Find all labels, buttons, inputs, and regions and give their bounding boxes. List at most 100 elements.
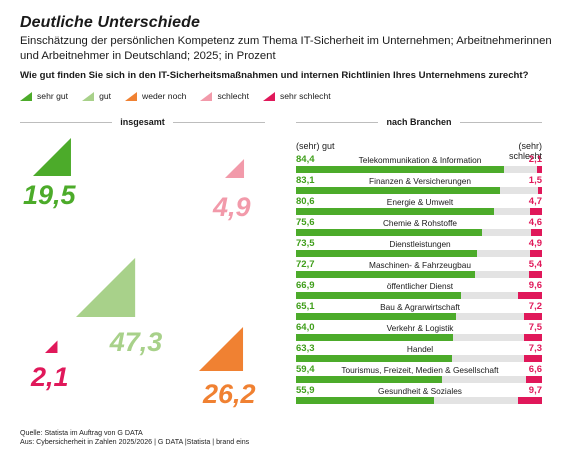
branch-bad-bar	[518, 292, 542, 299]
branch-bad-value: 9,7	[528, 385, 542, 396]
branch-row: 66,9 öffentlicher Dienst 9,6	[296, 280, 542, 301]
branch-good-value: 65,1	[296, 301, 315, 312]
branch-bad-bar	[518, 397, 542, 404]
branch-label: Gesundheit & Soziales	[378, 386, 462, 396]
source-line-2: Aus: Cybersicherheit in Zahlen 2025/2026…	[20, 438, 250, 447]
branch-good-bar	[296, 292, 461, 299]
branch-bar-track	[296, 355, 542, 362]
overall-value-label-2: 26,2	[202, 379, 256, 409]
branch-good-bar	[296, 250, 477, 257]
branch-bad-value: 5,4	[528, 259, 542, 270]
branch-row: 64,0 Verkehr & Logistik 7,5	[296, 322, 542, 343]
overall-area-4	[45, 340, 58, 353]
legend-swatch-1	[82, 91, 95, 101]
branch-good-value: 59,4	[296, 364, 315, 375]
branch-bar-track	[296, 313, 542, 320]
section-title-branches: nach Branchen	[386, 117, 452, 127]
legend-item-2: weder noch	[125, 91, 186, 101]
branch-bad-value: 7,3	[528, 343, 542, 354]
branch-label: Energie & Umwelt	[386, 197, 454, 207]
branch-bad-bar	[529, 250, 542, 257]
chart-title: Deutliche Unterschiede	[20, 14, 201, 31]
branch-bar-track	[296, 187, 542, 194]
branch-good-bar	[296, 271, 475, 278]
legend: sehr gut gut weder noch schlecht sehr schlec…	[20, 91, 345, 101]
branch-good-bar	[296, 166, 504, 173]
branch-good-bar	[296, 334, 454, 341]
overall-value-label-1: 47,3	[109, 327, 163, 357]
legend-label-0: sehr gut	[37, 91, 69, 101]
overall-value-label-3: 4,9	[212, 192, 251, 222]
branch-label: Maschinen- & Fahrzeugbau	[369, 260, 471, 270]
legend-swatch-0	[20, 91, 32, 101]
branch-bad-bar	[523, 334, 542, 341]
branch-label: Bau & Agrarwirtschaft	[380, 302, 460, 312]
branch-good-value: 66,9	[296, 280, 315, 291]
legend-label-1: gut	[99, 91, 112, 101]
branch-good-bar	[296, 313, 457, 320]
branch-bad-bar	[536, 166, 542, 173]
branch-bad-value: 7,2	[528, 301, 542, 312]
source-line-1: Quelle: Statista im Auftrag von G DATA	[20, 429, 143, 437]
branch-bad-value: 4,9	[528, 238, 542, 249]
branch-good-bar	[296, 397, 434, 404]
legend-label-3: schlecht	[217, 91, 249, 101]
branch-good-bar	[296, 208, 495, 215]
branch-bad-bar	[524, 355, 542, 362]
branch-label: Chemie & Rohstoffe	[382, 218, 458, 228]
source-note: Quelle: Statista im Auftrag von G DATA A…	[20, 429, 249, 447]
branch-good-value: 84,4	[296, 154, 315, 165]
branch-bar-track	[296, 376, 542, 383]
branch-bar-track	[296, 397, 542, 404]
overall-value-label-4: 2,1	[30, 362, 69, 392]
section-header-overall: insgesamt	[20, 116, 265, 128]
legend-swatch-4	[262, 91, 275, 101]
branch-good-bar	[296, 376, 443, 383]
overall-chart: 19,5 47,3 26,2 4,9 2,1	[23, 138, 256, 409]
legend-swatch-3	[200, 91, 213, 101]
good-column-header: (sehr) gut	[296, 141, 335, 151]
branches-chart: 84,4 Telekommunikation & Information 2,1 83…	[296, 154, 542, 406]
branch-good-value: 73,5	[296, 238, 315, 249]
section-header-branches: nach Branchen	[296, 116, 542, 128]
branch-label: Dienstleistungen	[389, 239, 451, 249]
branch-bad-bar	[530, 208, 542, 215]
branch-row: 83,1 Finanzen & Versicherungen 1,5	[296, 175, 542, 196]
survey-question: Wie gut finden Sie sich in den IT-Sicher…	[20, 70, 529, 81]
branch-label: öffentlicher Dienst	[386, 281, 454, 291]
legend-item-1: gut	[82, 91, 111, 101]
branch-bar-track	[296, 208, 542, 215]
branch-label: Handel	[406, 344, 434, 354]
overall-area-1	[76, 257, 136, 317]
branch-good-value: 75,6	[296, 217, 315, 228]
branch-label: Finanzen & Versicherungen	[369, 176, 471, 186]
branch-row: 80,6 Energie & Umwelt 4,7	[296, 196, 542, 217]
branch-good-value: 63,3	[296, 343, 315, 354]
overall-area-3	[225, 158, 245, 178]
legend-item-4: sehr schlecht	[262, 91, 331, 101]
branch-bad-value: 4,6	[528, 217, 542, 228]
branch-row: 65,1 Bau & Agrarwirtschaft 7,2	[296, 301, 542, 322]
section-title-overall: insgesamt	[120, 117, 165, 127]
branch-bad-bar	[528, 271, 542, 278]
branch-bad-bar	[530, 229, 542, 236]
legend-label-4: sehr schlecht	[279, 91, 331, 101]
branch-bad-value: 9,6	[528, 280, 542, 291]
overall-value-label-0: 19,5	[23, 180, 77, 210]
legend-label-2: weder noch	[142, 91, 187, 101]
branch-row: 84,4 Telekommunikation & Information 2,1	[296, 154, 542, 175]
branch-bar-track	[296, 250, 542, 257]
branch-row: 63,3 Handel 7,3	[296, 343, 542, 364]
branch-label: Telekommunikation & Information	[358, 155, 482, 165]
bad-column-header: (sehr) schlecht	[508, 141, 542, 161]
branch-good-value: 55,9	[296, 385, 315, 396]
chart-subtitle: Einschätzung der persönlichen Kompetenz …	[20, 35, 552, 62]
branch-good-bar	[296, 355, 452, 362]
branch-bad-value: 2,1	[528, 154, 542, 165]
branch-bad-bar	[524, 313, 542, 320]
branch-good-value: 72,7	[296, 259, 315, 270]
branch-bar-track	[296, 334, 542, 341]
branch-bad-value: 1,5	[528, 175, 542, 186]
branch-bad-value: 6,6	[528, 364, 542, 375]
branch-good-value: 64,0	[296, 322, 315, 333]
